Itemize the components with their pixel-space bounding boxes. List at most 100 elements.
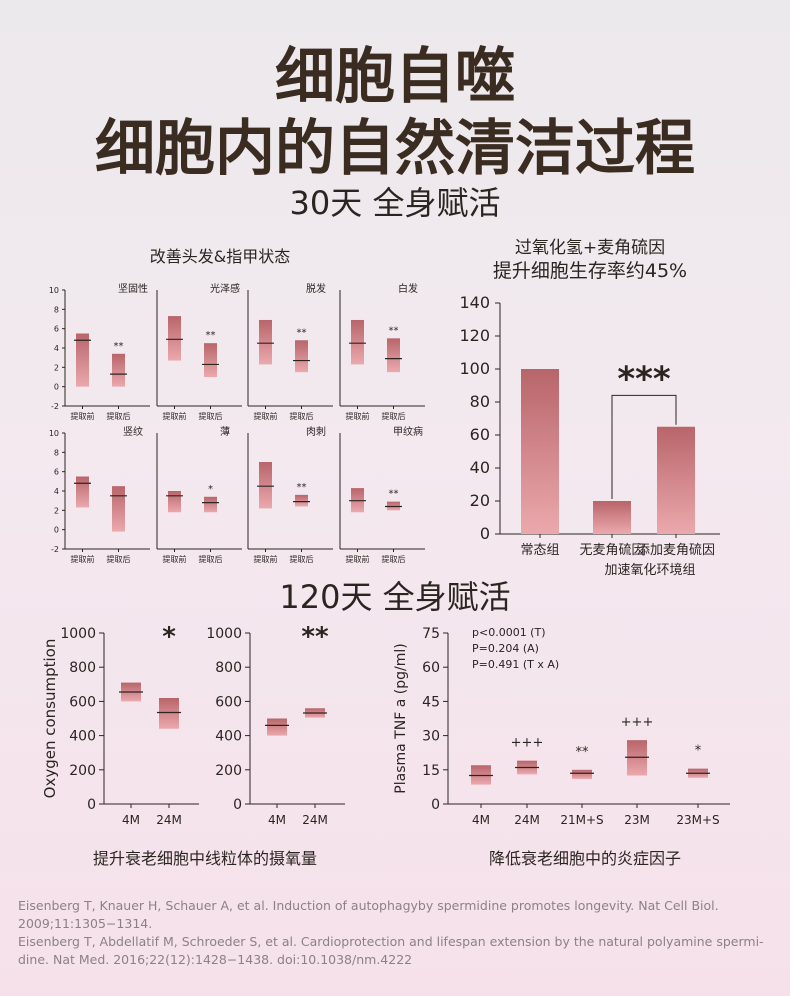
bar [657, 426, 695, 534]
box [168, 316, 181, 361]
section-120-days: 120天 全身赋活 [279, 578, 511, 616]
x-tick-label: 4M [268, 813, 286, 827]
significance-mark: *** [617, 359, 671, 399]
panel-title: 竖纹 [123, 425, 143, 438]
x-tick-label: 添加麦角硫因 [637, 543, 715, 558]
y-tick-label: 60 [422, 660, 440, 676]
box [259, 462, 272, 509]
x-tick-label: 24M [156, 813, 182, 827]
x-tick-label: 提取前 [163, 554, 187, 564]
page-title: 细胞自噬 [275, 42, 515, 112]
significance-mark: * [695, 744, 702, 759]
y-tick-label: 400 [69, 729, 96, 745]
y-tick-label: 2 [54, 506, 59, 515]
y-tick-label: 2 [54, 363, 59, 372]
x-tick-label: 提取前 [71, 554, 95, 564]
box [259, 319, 272, 365]
x-tick-label: 提取后 [107, 411, 131, 421]
x-tick-label: 23M+S [676, 813, 719, 827]
x-tick-label: 24M [514, 813, 540, 827]
x-tick-label: 提取后 [199, 554, 223, 564]
y-tick-label: 4 [54, 487, 59, 496]
stat-annotation: p<0.0001 (T) [472, 626, 546, 639]
y-tick-label: 600 [69, 694, 96, 710]
x-tick-label: 提取前 [71, 411, 95, 421]
y-tick-label: 6 [54, 468, 59, 477]
significance-mark: * [208, 484, 213, 495]
page-subtitle: 细胞内的自然清洁过程 [95, 114, 695, 184]
stat-annotation: P=0.204 (A) [472, 642, 539, 655]
x-tick-label: 21M+S [560, 813, 603, 827]
references: Eisenberg T, Knauer H, Schauer A, et al.… [18, 897, 778, 969]
significance-mark: * [162, 622, 176, 652]
significance-mark: ** [389, 325, 399, 336]
y-tick-label: 4 [54, 344, 59, 353]
x-tick-label: 提取后 [290, 411, 314, 421]
box [204, 343, 217, 377]
x-tick-label: 4M [122, 813, 140, 827]
y-tick-label: 0 [431, 797, 440, 813]
stat-annotation: P=0.491 (T x A) [472, 658, 559, 671]
y-tick-label: -2 [51, 545, 59, 554]
significance-bracket [611, 394, 677, 499]
x-tick-label: 无麦角硫因 [579, 543, 644, 558]
significance-mark: ** [206, 330, 216, 341]
significance-mark: ** [297, 327, 307, 338]
y-tick-label: 200 [69, 763, 96, 779]
y-tick-label: 30 [422, 729, 440, 745]
survival-title-line1: 过氧化氢+麦角硫因 [514, 238, 666, 258]
y-tick-label: 1000 [60, 626, 96, 642]
box [572, 769, 592, 779]
panel-title: 坚固性 [118, 282, 148, 295]
y-tick-label: 1000 [206, 626, 242, 642]
x-tick-label: 提取前 [163, 411, 187, 421]
y-axis-label: Oxygen consumption [41, 639, 59, 799]
y-tick-label: -2 [51, 402, 59, 411]
box [295, 340, 308, 373]
box [159, 697, 179, 729]
box [295, 494, 308, 507]
box [112, 353, 125, 387]
panel-title: 肉刺 [306, 425, 326, 438]
y-tick-label: 6 [54, 325, 59, 334]
y-tick-label: 80 [470, 392, 490, 411]
y-tick-label: 800 [215, 660, 242, 676]
x-tick-label: 常态组 [520, 543, 559, 558]
section-30-days: 30天 全身赋活 [289, 184, 501, 222]
y-tick-label: 0 [480, 524, 490, 543]
y-tick-label: 8 [54, 448, 59, 457]
box [267, 718, 287, 736]
box [168, 491, 181, 513]
y-tick-label: 0 [54, 383, 59, 392]
box [76, 333, 89, 387]
x-tick-label: 提取前 [346, 554, 370, 564]
y-tick-label: 800 [69, 660, 96, 676]
significance-mark: +++ [511, 736, 544, 751]
panel-title: 脱发 [306, 282, 326, 295]
significance-mark: ** [389, 489, 399, 500]
x-tick-label: 23M [624, 813, 650, 827]
significance-mark: ** [114, 341, 124, 352]
box [204, 496, 217, 513]
survival-title-line2: 提升细胞生存率约45% [492, 260, 688, 282]
y-tick-label: 45 [422, 694, 440, 710]
panel-title: 光泽感 [210, 282, 240, 295]
tnf-caption: 降低衰老细胞中的炎症因子 [488, 849, 681, 868]
y-tick-label: 15 [422, 763, 440, 779]
y-tick-label: 10 [49, 429, 59, 438]
x-tick-label: 提取后 [382, 554, 406, 564]
y-tick-label: 140 [459, 293, 490, 312]
oxygen-caption: 提升衰老细胞中线粒体的摄氧量 [92, 849, 317, 868]
x-tick-label: 提取后 [199, 411, 223, 421]
panel-title: 甲纹病 [393, 425, 423, 438]
bar [521, 369, 559, 534]
y-tick-label: 20 [470, 491, 490, 510]
x-tick-label: 提取前 [254, 554, 278, 564]
bar [593, 501, 631, 534]
y-tick-label: 120 [459, 326, 490, 345]
y-tick-label: 60 [470, 425, 490, 444]
x-tick-label: 提取前 [346, 411, 370, 421]
box [351, 319, 364, 365]
box [76, 476, 89, 508]
